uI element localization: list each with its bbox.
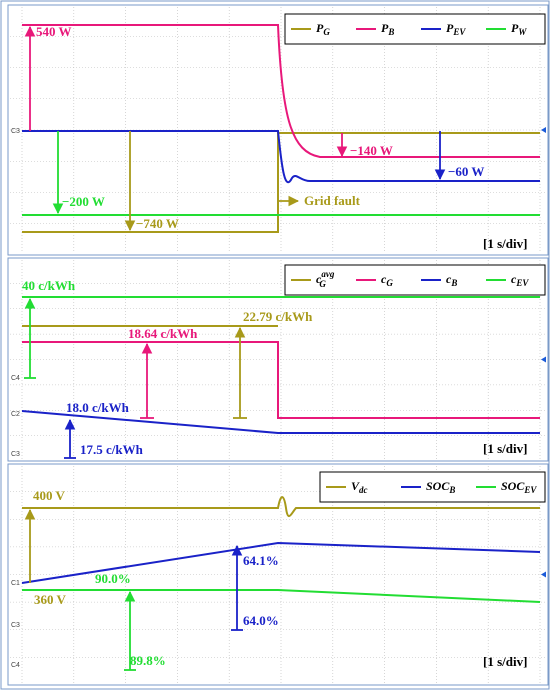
annotation: −740 W: [136, 216, 179, 231]
annotation: 17.5 c/kWh: [80, 442, 144, 457]
legend-sub: EV: [452, 27, 466, 37]
legend-symbol: SOC: [501, 479, 525, 493]
wave-soc-ev: [22, 589, 541, 603]
legend-sub: G: [323, 27, 330, 37]
channel-marker: C3: [11, 451, 20, 458]
wave-soc-b: [21, 541, 541, 584]
legend-sub: G: [319, 279, 326, 289]
annotation: −140 W: [350, 143, 393, 158]
wave-vdc: [22, 496, 540, 518]
legend-label: Vdc: [351, 479, 368, 495]
wave-pg: [22, 132, 540, 233]
time-div: [1 s/div]: [483, 654, 527, 669]
annotation: Grid fault: [304, 193, 361, 208]
legend-sub: G: [386, 278, 393, 288]
legend-symbol: SOC: [426, 479, 450, 493]
annotation: 360 V: [34, 592, 67, 607]
channel-marker: C3: [11, 622, 20, 629]
legend-symbol: P: [316, 21, 324, 35]
trigger-marker: [541, 571, 546, 578]
annotation: 18.0 c/kWh: [66, 400, 130, 415]
wave-cb: [21, 410, 540, 434]
annotation: 40 c/kWh: [22, 278, 76, 293]
trigger-marker: [541, 356, 546, 363]
panel-1: 540 W −200 W −740 W −140 W −60 W Grid fa…: [11, 24, 540, 251]
legend-symbol: P: [511, 21, 519, 35]
legend-sub: EV: [515, 278, 529, 288]
channel-marker: C4: [11, 662, 20, 669]
legend-label: PEV: [446, 21, 466, 37]
legend-label: PG: [316, 21, 330, 37]
annotation: 89.8%: [130, 653, 166, 668]
legend-sub: B: [448, 485, 455, 495]
channel-marker: C4: [11, 375, 20, 382]
legend-label: PW: [511, 21, 527, 37]
annotation: 540 W: [36, 24, 72, 39]
legend-symbol: c: [511, 272, 517, 286]
legend-label: SOCB: [426, 479, 455, 495]
time-div: [1 s/div]: [483, 441, 527, 456]
annotation: −200 W: [62, 194, 105, 209]
legend-label: cB: [446, 272, 457, 288]
channel-marker: C1: [11, 580, 20, 587]
legend-symbol: c: [381, 272, 387, 286]
annotation: 18.64 c/kWh: [128, 326, 198, 341]
legend-symbol: P: [381, 21, 389, 35]
legend-sub: B: [387, 27, 394, 37]
channel-marker: C2: [11, 411, 20, 418]
legend-label: PB: [381, 21, 394, 37]
legend-box: [319, 471, 546, 503]
time-div: [1 s/div]: [483, 236, 527, 251]
annotation: 64.0%: [243, 613, 279, 628]
wave-pb: [22, 24, 540, 158]
legend-symbol: c: [446, 272, 452, 286]
annotation: 64.1%: [243, 553, 279, 568]
annotation: 90.0%: [95, 571, 131, 586]
annotation: −60 W: [448, 164, 484, 179]
panel-3: 400 V 360 V 90.0% 89.8% 64.1% 64.0% C1 C…: [11, 488, 541, 671]
annotation: 400 V: [33, 488, 66, 503]
channel-marker: C3: [11, 128, 20, 135]
legend-label: SOCEV: [501, 479, 537, 495]
legend-sub: B: [450, 278, 457, 288]
legend-symbol: V: [351, 479, 360, 493]
legend-label: cEV: [511, 272, 529, 288]
legend-sub: W: [518, 27, 527, 37]
panel-2: 40 c/kWh 18.64 c/kWh 22.79 c/kWh 18.0 c/…: [11, 278, 540, 459]
legend-sup: avg: [321, 269, 334, 279]
legend-label: cavg G: [316, 269, 335, 289]
legend-sub: dc: [359, 485, 368, 495]
legend-sub: EV: [523, 485, 537, 495]
wave-pev: [22, 130, 540, 184]
wave-cg: [22, 341, 540, 419]
legend-label: cG: [381, 272, 393, 288]
annotation: 22.79 c/kWh: [243, 309, 313, 324]
legend-symbol: c: [316, 272, 322, 286]
trigger-marker: [541, 127, 546, 133]
legend-symbol: P: [446, 21, 454, 35]
